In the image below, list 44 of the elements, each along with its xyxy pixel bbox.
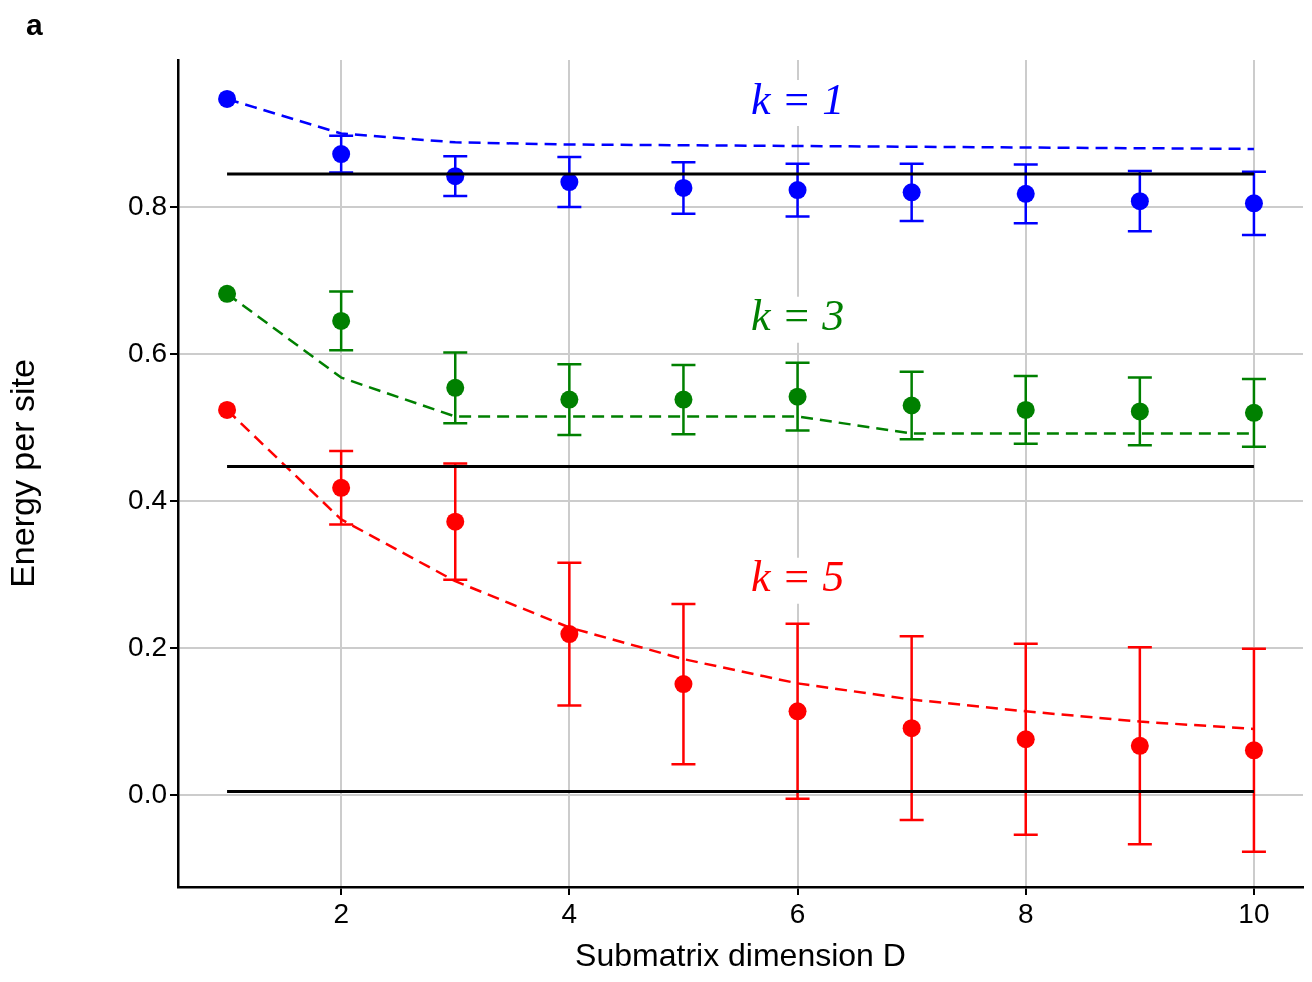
point — [1016, 400, 1035, 419]
point — [332, 478, 351, 497]
point — [788, 181, 807, 200]
point — [902, 183, 921, 202]
y-tick-label: 0.6 — [128, 336, 167, 368]
point — [1130, 736, 1149, 755]
y-axis-title: Energy per site — [2, 359, 41, 588]
point — [560, 173, 579, 192]
point — [788, 387, 807, 406]
text: a — [26, 8, 43, 42]
point — [1130, 192, 1149, 211]
x-tick-label: 10 — [1238, 897, 1270, 929]
y-tick-label: 0.0 — [128, 777, 167, 809]
y-tick-label: 0.2 — [128, 630, 167, 662]
series-label: k = 3 — [750, 291, 845, 341]
x-tick-label: 8 — [1017, 897, 1034, 929]
point — [446, 378, 465, 397]
y-tick-label: 0.8 — [128, 189, 167, 221]
point — [902, 719, 921, 738]
point — [446, 512, 465, 531]
point — [1244, 194, 1263, 213]
point — [1130, 402, 1149, 421]
point — [1244, 403, 1263, 422]
point — [332, 311, 351, 330]
point — [1244, 741, 1263, 760]
point — [218, 89, 237, 108]
point — [674, 390, 693, 409]
point — [1016, 184, 1035, 203]
point — [218, 400, 237, 419]
point — [560, 625, 579, 644]
point — [674, 178, 693, 197]
x-tick-label: 6 — [789, 897, 806, 929]
point — [674, 675, 693, 694]
point — [332, 145, 351, 164]
point — [1016, 730, 1035, 749]
point — [560, 390, 579, 409]
x-tick-label: 4 — [561, 897, 578, 929]
series-label: k = 1 — [750, 74, 845, 124]
x-axis-title: Submatrix dimension D — [575, 936, 906, 973]
point — [788, 702, 807, 721]
text: k = 5 — [750, 552, 845, 602]
x-tick-label: 2 — [333, 897, 349, 929]
point — [902, 396, 921, 415]
y-tick-label: 0.4 — [128, 483, 167, 515]
